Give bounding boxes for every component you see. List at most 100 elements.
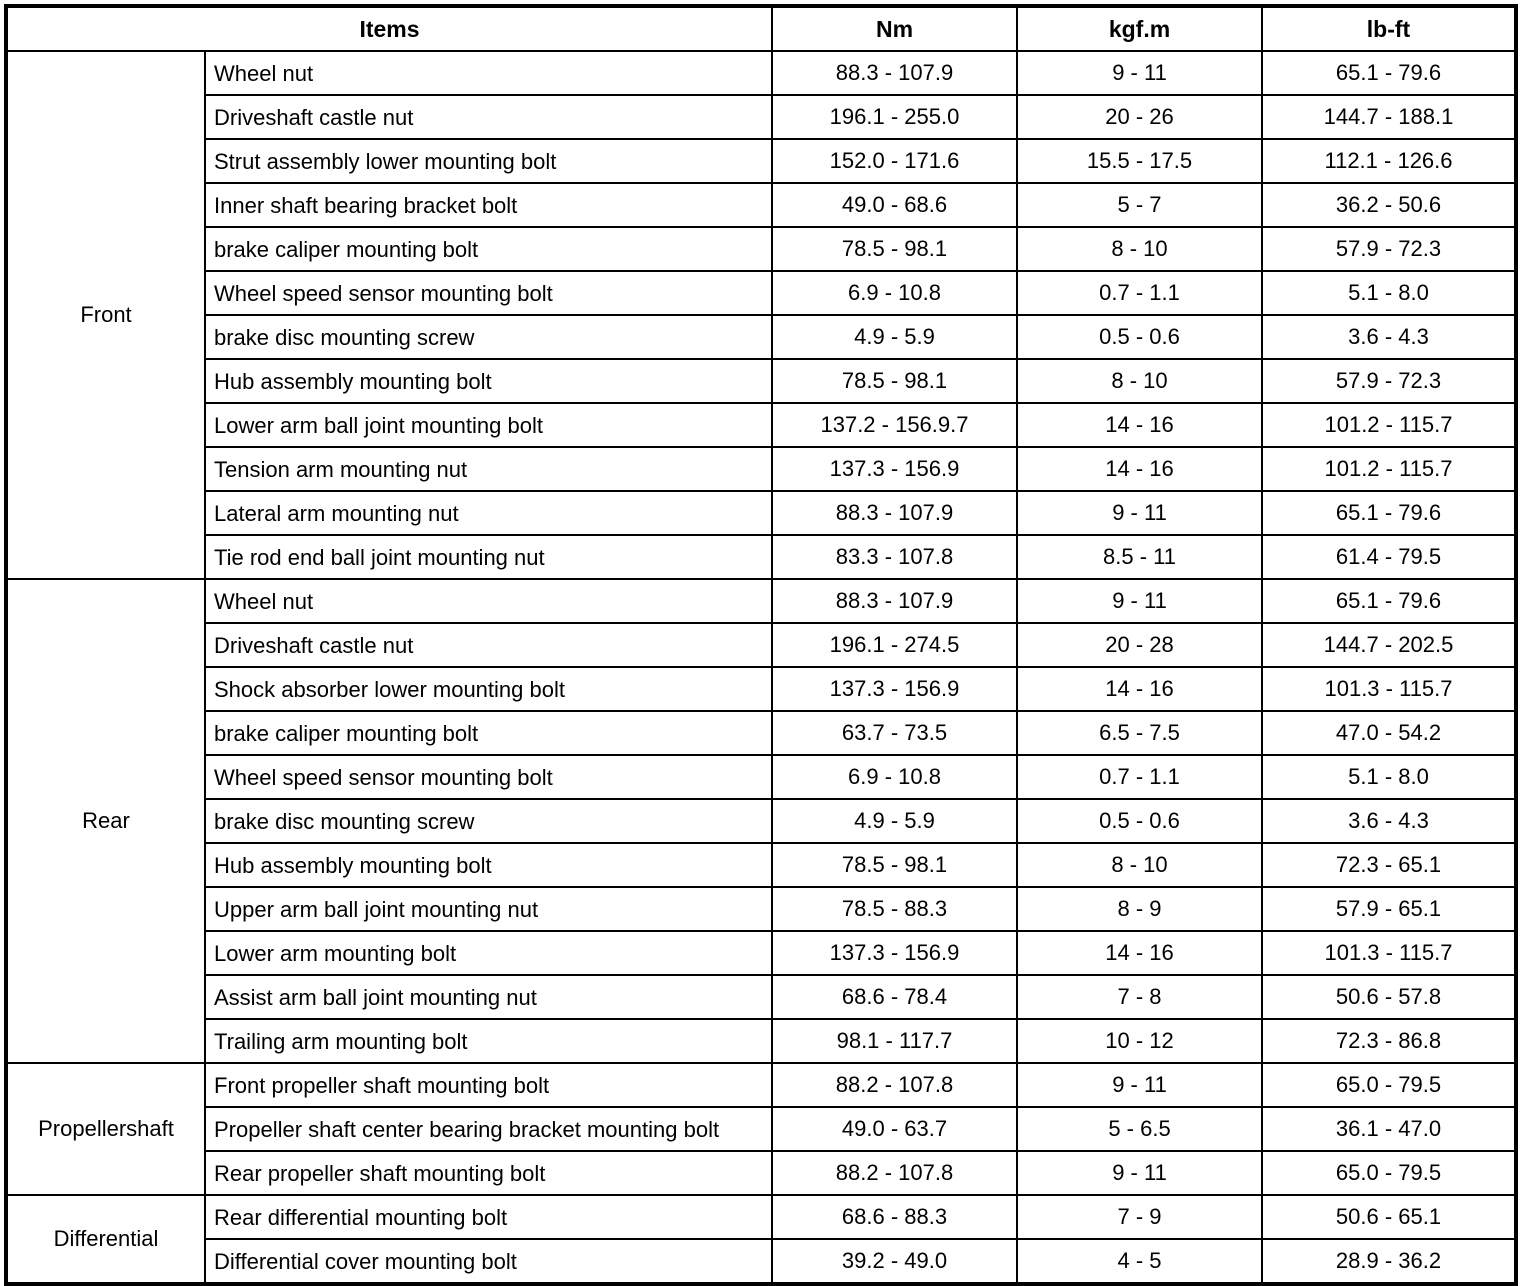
item-cell: Lower arm mounting bolt: [204, 930, 773, 976]
nm-value-cell: 68.6 - 88.3: [771, 1194, 1018, 1240]
table-row: brake caliper mounting bolt 78.5 - 98.1 8 …: [6, 226, 1517, 272]
nm-value-cell: 88.3 - 107.9: [771, 50, 1018, 96]
header-nm: Nm: [771, 5, 1018, 52]
lbft-value-cell: 101.3 - 115.7: [1261, 666, 1517, 712]
item-cell: Front propeller shaft mounting bolt: [204, 1062, 773, 1108]
nm-value-cell: 78.5 - 98.1: [771, 842, 1018, 888]
header-lbft: lb-ft: [1261, 5, 1517, 52]
item-cell: Strut assembly lower mounting bolt: [204, 138, 773, 184]
lbft-value-cell: 101.2 - 115.7: [1261, 446, 1517, 492]
item-cell: Inner shaft bearing bracket bolt: [204, 182, 773, 228]
section-label: Propellershaft: [5, 1062, 206, 1196]
lbft-value-cell: 5.1 - 8.0: [1261, 270, 1517, 316]
kgfm-value-cell: 5 - 7: [1016, 182, 1263, 228]
table-row: Inner shaft bearing bracket bolt 49.0 - 6…: [6, 182, 1517, 228]
lbft-value-cell: 47.0 - 54.2: [1261, 710, 1517, 756]
kgfm-value-cell: 0.5 - 0.6: [1016, 314, 1263, 360]
nm-value-cell: 137.3 - 156.9: [771, 930, 1018, 976]
kgfm-value-cell: 9 - 11: [1016, 50, 1263, 96]
table-row: Propellershaft Front propeller shaft moun…: [5, 1062, 1517, 1196]
lbft-value-cell: 57.9 - 65.1: [1261, 886, 1517, 932]
kgfm-value-cell: 0.7 - 1.1: [1016, 754, 1263, 800]
item-cell: Propeller shaft center bearing bracket m…: [204, 1106, 773, 1152]
lbft-value-cell: 61.4 - 79.5: [1261, 534, 1517, 580]
nm-value-cell: 6.9 - 10.8: [771, 270, 1018, 316]
table-row: Tie rod end ball joint mounting nut 83.3 …: [6, 534, 1517, 580]
table-row: Driveshaft castle nut 196.1 - 274.5 20 - 2…: [6, 622, 1517, 668]
table-row: brake disc mounting screw 4.9 - 5.9 0.5 - …: [6, 314, 1517, 360]
header-row: Items Nm kgf.m lb-ft: [5, 5, 1517, 52]
item-cell: Tension arm mounting nut: [204, 446, 773, 492]
kgfm-value-cell: 20 - 28: [1016, 622, 1263, 668]
item-cell: brake disc mounting screw: [204, 798, 773, 844]
nm-value-cell: 49.0 - 68.6: [771, 182, 1018, 228]
table-row: Lower arm ball joint mounting bolt 137.2 …: [6, 402, 1517, 448]
nm-value-cell: 83.3 - 107.8: [771, 534, 1018, 580]
nm-value-cell: 63.7 - 73.5: [771, 710, 1018, 756]
item-cell: Driveshaft castle nut: [204, 94, 773, 140]
table-row: Tension arm mounting nut 137.3 - 156.9 14 …: [6, 446, 1517, 492]
table-row: Wheel speed sensor mounting bolt 6.9 - 10…: [6, 270, 1517, 316]
lbft-value-cell: 36.1 - 47.0: [1261, 1106, 1517, 1152]
kgfm-value-cell: 8 - 10: [1016, 842, 1263, 888]
table-row: Differential Rear differential mounting b…: [5, 1194, 1517, 1285]
item-cell: Wheel nut: [204, 578, 773, 624]
lbft-value-cell: 72.3 - 65.1: [1261, 842, 1517, 888]
table-row: Assist arm ball joint mounting nut 68.6 -…: [6, 974, 1517, 1020]
lbft-value-cell: 65.1 - 79.6: [1261, 578, 1517, 624]
table-row: Hub assembly mounting bolt 78.5 - 98.1 8 -…: [6, 358, 1517, 404]
lbft-value-cell: 36.2 - 50.6: [1261, 182, 1517, 228]
item-cell: brake caliper mounting bolt: [204, 710, 773, 756]
item-cell: Lateral arm mounting nut: [204, 490, 773, 536]
nm-value-cell: 49.0 - 63.7: [771, 1106, 1018, 1152]
kgfm-value-cell: 7 - 9: [1016, 1194, 1263, 1240]
table-row: Hub assembly mounting bolt 78.5 - 98.1 8 -…: [6, 842, 1517, 888]
lbft-value-cell: 3.6 - 4.3: [1261, 314, 1517, 360]
kgfm-value-cell: 14 - 16: [1016, 930, 1263, 976]
kgfm-value-cell: 20 - 26: [1016, 94, 1263, 140]
nm-value-cell: 196.1 - 255.0: [771, 94, 1018, 140]
nm-value-cell: 78.5 - 98.1: [771, 226, 1018, 272]
kgfm-value-cell: 9 - 11: [1016, 1150, 1263, 1196]
nm-value-cell: 88.2 - 107.8: [771, 1150, 1018, 1196]
header-kgfm: kgf.m: [1016, 5, 1263, 52]
table-row: Wheel speed sensor mounting bolt 6.9 - 10…: [6, 754, 1517, 800]
nm-value-cell: 68.6 - 78.4: [771, 974, 1018, 1020]
nm-value-cell: 137.2 - 156.9.7: [771, 402, 1018, 448]
lbft-value-cell: 5.1 - 8.0: [1261, 754, 1517, 800]
nm-value-cell: 88.3 - 107.9: [771, 490, 1018, 536]
lbft-value-cell: 101.2 - 115.7: [1261, 402, 1517, 448]
kgfm-value-cell: 14 - 16: [1016, 446, 1263, 492]
kgfm-value-cell: 4 - 5: [1016, 1238, 1263, 1285]
lbft-value-cell: 72.3 - 86.8: [1261, 1018, 1517, 1064]
kgfm-value-cell: 8.5 - 11: [1016, 534, 1263, 580]
kgfm-value-cell: 10 - 12: [1016, 1018, 1263, 1064]
table-row: Front Wheel nut 88.3 - 107.9 9 - 11 65.1 - 7…: [5, 50, 1517, 580]
lbft-value-cell: 50.6 - 65.1: [1261, 1194, 1517, 1240]
nm-value-cell: 137.3 - 156.9: [771, 666, 1018, 712]
item-cell: Wheel speed sensor mounting bolt: [204, 754, 773, 800]
table-row: Shock absorber lower mounting bolt 137.3 …: [6, 666, 1517, 712]
table-row: Strut assembly lower mounting bolt 152.0 …: [6, 138, 1517, 184]
nm-value-cell: 88.3 - 107.9: [771, 578, 1018, 624]
item-cell: Differential cover mounting bolt: [204, 1238, 773, 1285]
lbft-value-cell: 3.6 - 4.3: [1261, 798, 1517, 844]
lbft-value-cell: 101.3 - 115.7: [1261, 930, 1517, 976]
lbft-value-cell: 65.0 - 79.5: [1261, 1150, 1517, 1196]
kgfm-value-cell: 9 - 11: [1016, 1062, 1263, 1108]
table-row: Lateral arm mounting nut 88.3 - 107.9 9 - …: [6, 490, 1517, 536]
item-cell: Upper arm ball joint mounting nut: [204, 886, 773, 932]
item-cell: Hub assembly mounting bolt: [204, 358, 773, 404]
table-row: brake disc mounting screw 4.9 - 5.9 0.5 - …: [6, 798, 1517, 844]
section-label: Front: [5, 50, 206, 580]
kgfm-value-cell: 8 - 10: [1016, 358, 1263, 404]
nm-value-cell: 98.1 - 117.7: [771, 1018, 1018, 1064]
nm-value-cell: 39.2 - 49.0: [771, 1238, 1018, 1285]
kgfm-value-cell: 9 - 11: [1016, 578, 1263, 624]
kgfm-value-cell: 0.7 - 1.1: [1016, 270, 1263, 316]
nm-value-cell: 78.5 - 88.3: [771, 886, 1018, 932]
lbft-value-cell: 50.6 - 57.8: [1261, 974, 1517, 1020]
kgfm-value-cell: 15.5 - 17.5: [1016, 138, 1263, 184]
kgfm-value-cell: 9 - 11: [1016, 490, 1263, 536]
